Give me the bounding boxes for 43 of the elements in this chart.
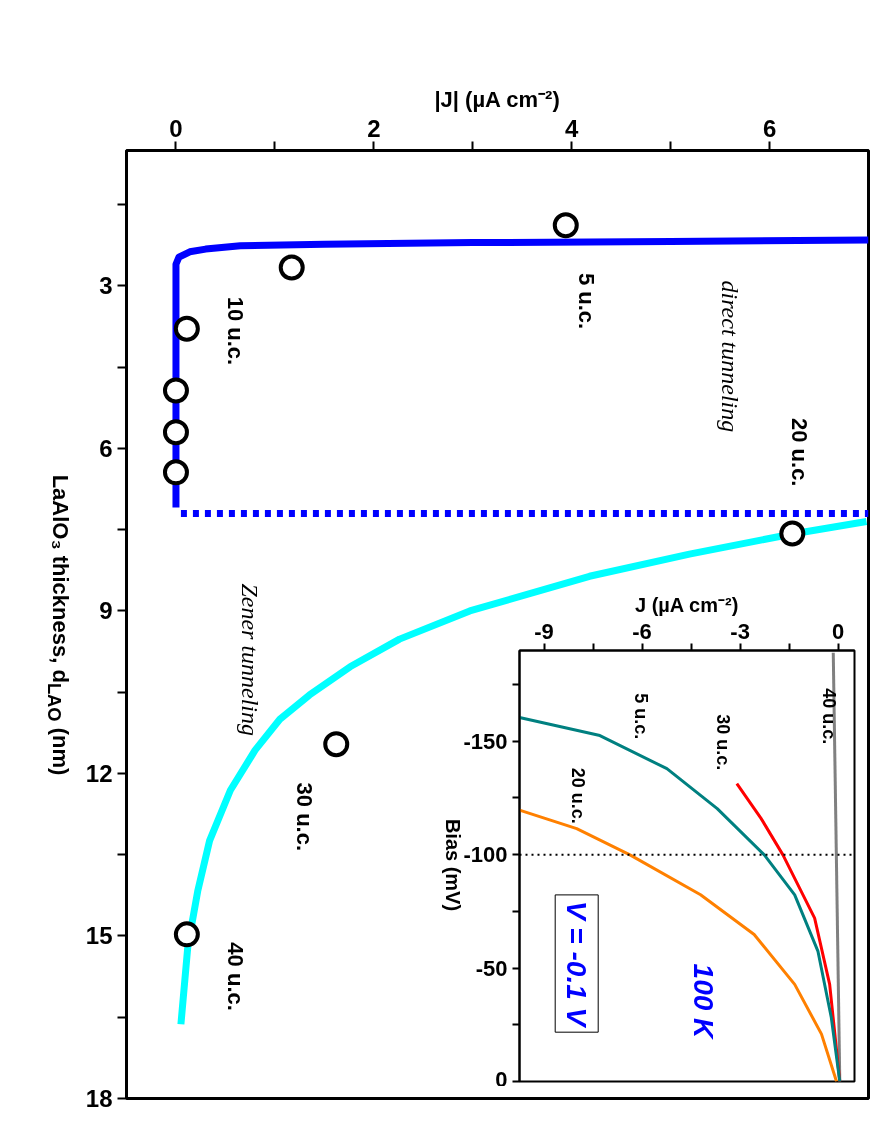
x-tick-label: 4: [565, 114, 580, 142]
point: [173, 315, 200, 342]
x-tick-label: 2: [367, 114, 381, 142]
point: [173, 921, 200, 948]
x-tick-label: 0: [832, 618, 845, 644]
point: [552, 212, 579, 239]
annotation: 10 u.c.: [222, 296, 248, 366]
y-tick-label: -150: [463, 728, 508, 754]
x-tick-label: 6: [762, 114, 777, 142]
point: [323, 731, 350, 758]
y-axis-title: Bias (mV): [440, 818, 464, 912]
x-axis-title: |J| (µA cm⁻²): [434, 86, 560, 112]
annotation: V = -0.1 V: [561, 900, 593, 1029]
point: [278, 254, 305, 281]
x-tick-label: -6: [632, 618, 652, 644]
annotation: 30 u.c.: [292, 782, 318, 852]
annotation: 40 u.c.: [819, 688, 840, 745]
annotation: 20 u.c.: [568, 767, 588, 824]
annotation: Zener tunneling: [237, 583, 264, 737]
point: [162, 419, 189, 446]
point: [162, 377, 189, 404]
y-tick-label: -100: [463, 842, 508, 868]
annotation: 5 u.c.: [631, 693, 652, 740]
annotation: direct tunneling: [716, 280, 743, 433]
y-tick-label: -50: [475, 955, 508, 981]
annotation: 40 u.c.: [222, 942, 248, 1011]
x-axis-title: J (µA cm⁻²): [634, 593, 739, 616]
y-tick-label: 15: [85, 922, 113, 950]
annotation: 100 K: [687, 963, 719, 1041]
point: [779, 520, 806, 547]
x-tick-label: 0: [169, 114, 183, 142]
y-tick-label: 18: [85, 1085, 113, 1112]
annotation: 20 u.c.: [786, 417, 812, 487]
y-tick-label: 3: [99, 272, 113, 300]
annotation: 5 u.c.: [574, 272, 600, 330]
y-tick-label: 9: [99, 597, 113, 625]
y-tick-label: 6: [99, 434, 113, 462]
y-tick-label: 0: [495, 1066, 508, 1092]
annotation: 30 u.c.: [713, 714, 734, 771]
x-tick-label: -3: [730, 618, 750, 644]
x-tick-label: -9: [534, 618, 554, 644]
y-tick-label: 12: [85, 759, 113, 787]
point: [162, 459, 189, 486]
